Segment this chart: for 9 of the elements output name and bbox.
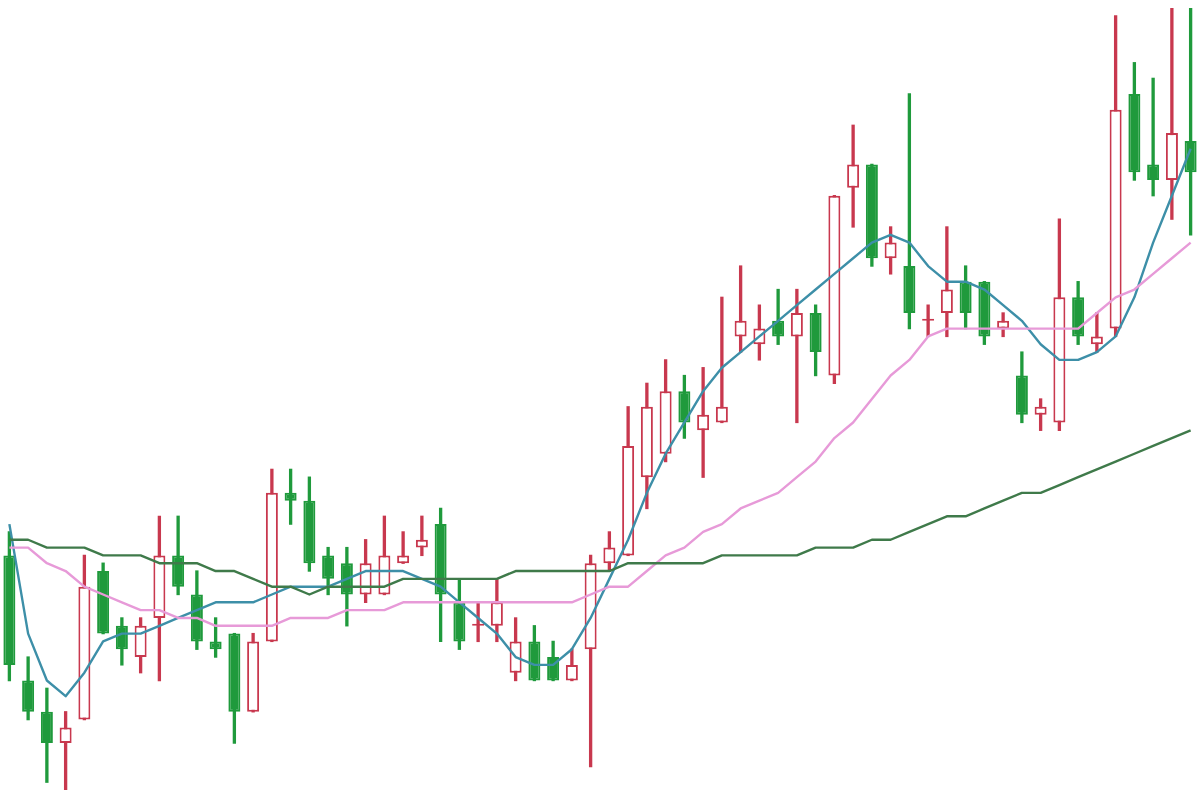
candlestick <box>697 367 710 478</box>
candlestick <box>940 226 953 338</box>
candlestick <box>1147 77 1160 197</box>
candlestick <box>847 124 860 228</box>
candlestick <box>415 515 428 557</box>
candlestick <box>790 288 803 424</box>
candlestick <box>397 531 410 564</box>
candlestick <box>1165 8 1178 220</box>
candlestick <box>715 296 728 424</box>
